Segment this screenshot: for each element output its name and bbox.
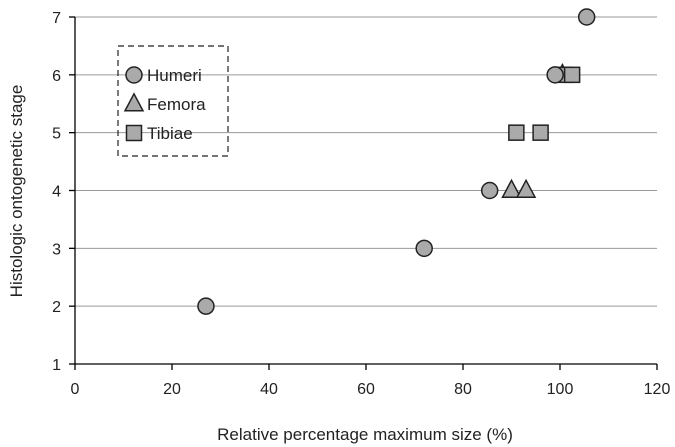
x-tick-label: 80 — [454, 381, 472, 398]
x-tick-label: 60 — [357, 381, 375, 398]
x-axis-title: Relative percentage maximum size (%) — [217, 425, 513, 444]
legend-marker-tibiae — [125, 124, 143, 142]
legend-marker-femora — [123, 92, 145, 112]
y-tick-label: 2 — [52, 299, 61, 316]
gridlines — [75, 16, 657, 307]
femora-point — [501, 178, 522, 199]
legend-marker-humeri — [125, 66, 143, 84]
humeri-point — [577, 8, 596, 26]
femora-point — [515, 178, 537, 199]
y-tick-label: 3 — [52, 241, 61, 258]
y-axis-title: Histologic ontogenetic stage — [7, 85, 26, 298]
x-tick-label: 20 — [163, 381, 181, 398]
legend-label-femora: Femora — [147, 95, 206, 114]
legend: Humeri Femora Tibiae — [117, 45, 229, 157]
x-tick-label: 100 — [547, 381, 574, 398]
legend-label-tibiae: Tibiae — [147, 124, 193, 143]
x-tick-label: 0 — [71, 381, 80, 398]
y-tick-label: 5 — [52, 126, 61, 143]
humeri-point — [415, 239, 433, 258]
tick-labels: 1 2 3 4 5 6 7 0 20 40 60 80 100 120 — [52, 10, 670, 398]
humeri-point — [480, 181, 499, 200]
y-tick-label: 6 — [52, 68, 61, 85]
legend-label-humeri: Humeri — [147, 66, 202, 85]
legend-box — [117, 45, 229, 157]
tibiae-point — [532, 124, 549, 141]
y-tick-label: 4 — [52, 184, 61, 201]
humeri-point — [546, 66, 564, 84]
humeri-point — [197, 297, 215, 315]
tibiae-point — [563, 66, 581, 84]
axes — [69, 16, 658, 370]
x-tick-label: 40 — [260, 381, 278, 398]
y-tick-label: 7 — [52, 10, 61, 27]
tibiae-point — [508, 124, 525, 141]
x-tick-label: 120 — [644, 381, 671, 398]
y-tick-label: 1 — [52, 357, 61, 374]
data-points — [197, 8, 596, 315]
